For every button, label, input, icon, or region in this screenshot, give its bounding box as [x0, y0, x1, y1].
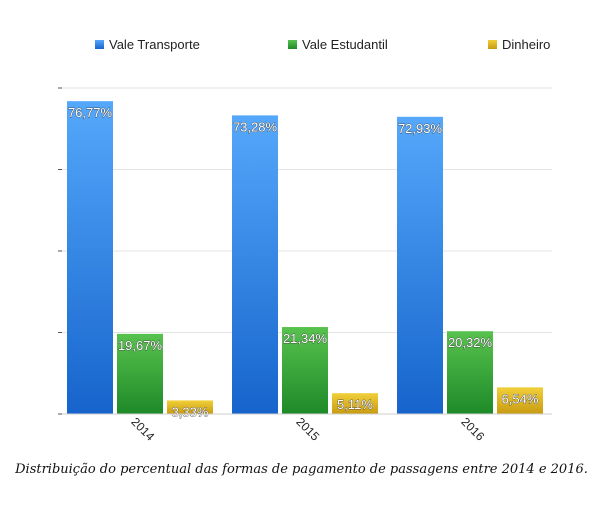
chart-legend: Vale Transporte Vale Estudantil Dinheiro	[95, 37, 550, 52]
data-label: 3,33%	[172, 404, 209, 419]
legend-label: Vale Estudantil	[302, 37, 388, 52]
x-tick-label: 2014	[128, 415, 157, 444]
legend-label: Vale Transporte	[109, 37, 200, 52]
x-tick-label: 2015	[293, 415, 322, 444]
data-label: 73,28%	[233, 119, 278, 134]
bar	[332, 393, 378, 414]
data-label: 6,54%	[502, 391, 539, 406]
chart-bars	[67, 101, 543, 415]
chart-data-labels: 76,77% 19,67% 3,33% 73,28% 21,34% 5,11% 72,93%…	[68, 105, 540, 420]
bar	[67, 101, 113, 415]
bar	[497, 387, 543, 414]
data-label: 76,77%	[68, 105, 113, 120]
data-label: 20,32%	[448, 335, 493, 350]
x-tick-label: 2016	[458, 415, 487, 444]
chart-x-axis: 2014 2015 2016	[62, 413, 552, 444]
bar	[117, 333, 163, 414]
data-label: 19,67%	[118, 338, 163, 353]
data-label: 21,34%	[283, 331, 328, 346]
data-label: 5,11%	[337, 397, 373, 412]
figure-caption: Distribuição do percentual das formas de…	[15, 462, 588, 477]
legend-label: Dinheiro	[502, 37, 550, 52]
legend-swatch	[488, 40, 497, 49]
bar	[167, 400, 213, 414]
legend-swatch	[95, 40, 104, 49]
bar	[447, 331, 493, 414]
data-label: 72,93%	[398, 121, 443, 136]
bar	[397, 116, 443, 415]
bar	[282, 327, 328, 414]
legend-swatch	[288, 40, 297, 49]
bar	[232, 115, 278, 414]
